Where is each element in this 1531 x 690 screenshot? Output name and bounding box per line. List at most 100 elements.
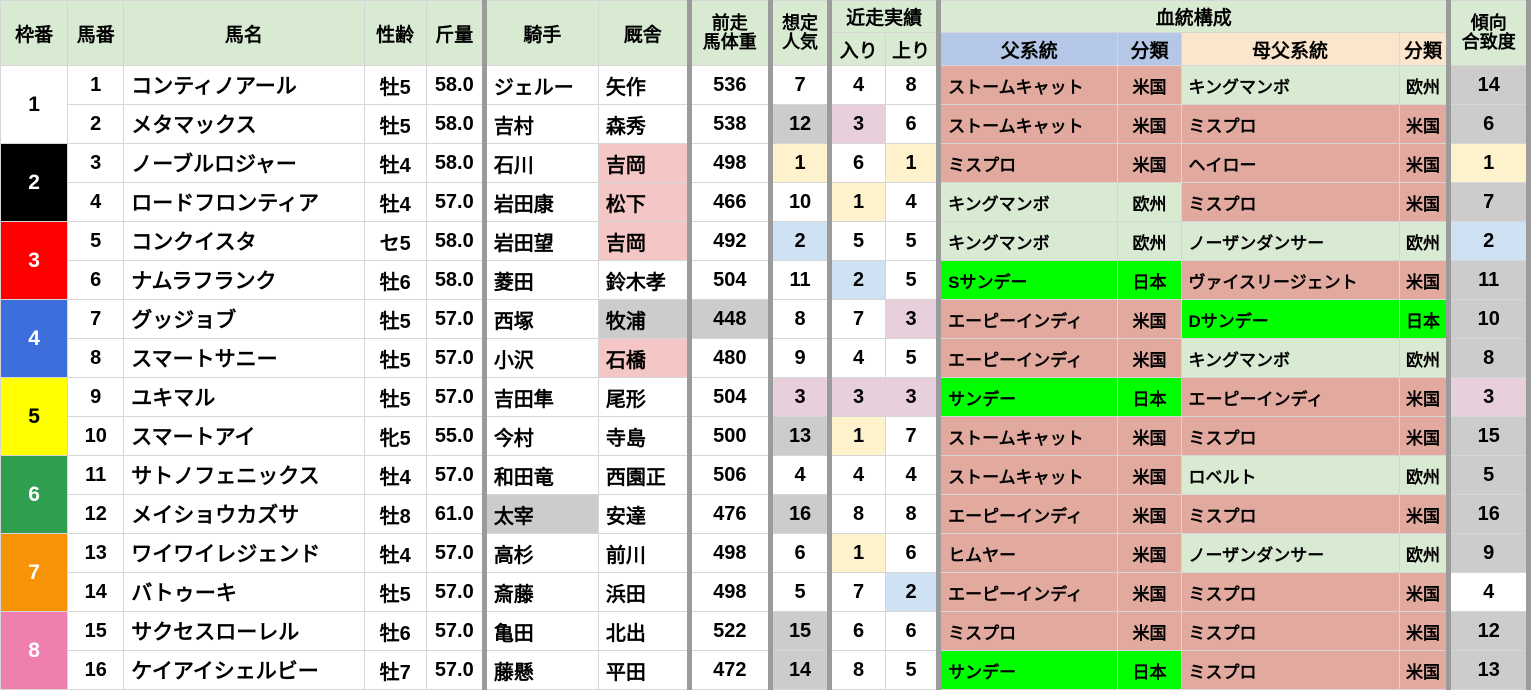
sex-age-cell[interactable]: 牡5 (363, 338, 427, 378)
header-weight[interactable]: 斤量 (425, 0, 485, 66)
weight-cell[interactable]: 57.0 (425, 611, 485, 651)
damsire-line-cell[interactable]: ロベルト (1180, 455, 1400, 495)
horse-name-cell[interactable]: ナムラフランク (123, 260, 365, 300)
sire-line-cell[interactable]: キングマンボ (936, 182, 1119, 222)
weight-cell[interactable]: 57.0 (425, 572, 485, 612)
sire-line-cell[interactable]: ストームキャット (936, 455, 1119, 495)
header-horse-number[interactable]: 馬番 (67, 0, 125, 66)
popularity-cell[interactable]: 10 (768, 182, 831, 222)
sire-line-cell[interactable]: ストームキャット (936, 104, 1119, 144)
frame-number-cell[interactable]: 5 (0, 377, 69, 456)
jockey-cell[interactable]: 斎藤 (481, 572, 599, 612)
sire-line-cell[interactable]: エーピーインディ (936, 299, 1119, 339)
sex-age-cell[interactable]: 牡7 (363, 650, 427, 690)
closing-cell[interactable]: 6 (885, 533, 940, 573)
horse-name-cell[interactable]: メタマックス (123, 104, 365, 144)
entry-cell[interactable]: 1 (827, 416, 887, 456)
prev-weight-cell[interactable]: 536 (686, 65, 772, 105)
sire-class-cell[interactable]: 米国 (1117, 143, 1182, 183)
closing-cell[interactable]: 3 (885, 299, 940, 339)
entry-cell[interactable]: 3 (827, 104, 887, 144)
stable-cell[interactable]: 矢作 (597, 65, 690, 105)
header-damsire-line[interactable]: 母父系統 (1180, 32, 1400, 66)
damsire-class-cell[interactable]: 米国 (1398, 611, 1450, 651)
sire-class-cell[interactable]: 米国 (1117, 611, 1182, 651)
popularity-cell[interactable]: 11 (768, 260, 831, 300)
horse-name-cell[interactable]: ワイワイレジェンド (123, 533, 365, 573)
horse-name-cell[interactable]: コンティノアール (123, 65, 365, 105)
sex-age-cell[interactable]: 牡5 (363, 377, 427, 417)
popularity-cell[interactable]: 5 (768, 572, 831, 612)
stable-cell[interactable]: 北出 (597, 611, 690, 651)
header-sire-class[interactable]: 分類 (1117, 32, 1182, 66)
damsire-class-cell[interactable]: 米国 (1398, 416, 1450, 456)
weight-cell[interactable]: 57.0 (425, 338, 485, 378)
sire-class-cell[interactable]: 米国 (1117, 455, 1182, 495)
tendency-match-cell[interactable]: 14 (1446, 65, 1531, 105)
entry-cell[interactable]: 8 (827, 650, 887, 690)
damsire-class-cell[interactable]: 欧州 (1398, 221, 1450, 261)
damsire-line-cell[interactable]: ミスプロ (1180, 611, 1400, 651)
prev-weight-cell[interactable]: 476 (686, 494, 772, 534)
tendency-match-cell[interactable]: 16 (1446, 494, 1531, 534)
popularity-cell[interactable]: 15 (768, 611, 831, 651)
jockey-cell[interactable]: ジェルー (481, 65, 599, 105)
sire-line-cell[interactable]: ミスプロ (936, 611, 1119, 651)
prev-weight-cell[interactable]: 498 (686, 143, 772, 183)
closing-cell[interactable]: 8 (885, 494, 940, 534)
sire-class-cell[interactable]: 日本 (1117, 377, 1182, 417)
entry-cell[interactable]: 6 (827, 143, 887, 183)
horse-number-cell[interactable]: 2 (67, 104, 125, 144)
frame-number-cell[interactable]: 4 (0, 299, 69, 378)
horse-number-cell[interactable]: 14 (67, 572, 125, 612)
header-horse-name[interactable]: 馬名 (123, 0, 365, 66)
horse-number-cell[interactable]: 10 (67, 416, 125, 456)
sire-line-cell[interactable]: サンデー (936, 650, 1119, 690)
jockey-cell[interactable]: 今村 (481, 416, 599, 456)
entry-cell[interactable]: 3 (827, 377, 887, 417)
horse-name-cell[interactable]: ユキマル (123, 377, 365, 417)
frame-number-cell[interactable]: 3 (0, 221, 69, 300)
sex-age-cell[interactable]: 牡6 (363, 611, 427, 651)
weight-cell[interactable]: 57.0 (425, 455, 485, 495)
header-entry[interactable]: 入り (827, 32, 887, 66)
jockey-cell[interactable]: 亀田 (481, 611, 599, 651)
sire-class-cell[interactable]: 米国 (1117, 299, 1182, 339)
sire-line-cell[interactable]: キングマンボ (936, 221, 1119, 261)
frame-number-cell[interactable]: 6 (0, 455, 69, 534)
tendency-match-cell[interactable]: 6 (1446, 104, 1531, 144)
prev-weight-cell[interactable]: 522 (686, 611, 772, 651)
prev-weight-cell[interactable]: 538 (686, 104, 772, 144)
sex-age-cell[interactable]: 牡4 (363, 143, 427, 183)
tendency-match-cell[interactable]: 11 (1446, 260, 1531, 300)
tendency-match-cell[interactable]: 2 (1446, 221, 1531, 261)
sire-class-cell[interactable]: 米国 (1117, 104, 1182, 144)
damsire-class-cell[interactable]: 米国 (1398, 260, 1450, 300)
frame-number-cell[interactable]: 1 (0, 65, 69, 144)
tendency-match-cell[interactable]: 10 (1446, 299, 1531, 339)
jockey-cell[interactable]: 吉村 (481, 104, 599, 144)
jockey-cell[interactable]: 藤懸 (481, 650, 599, 690)
sire-class-cell[interactable]: 欧州 (1117, 221, 1182, 261)
sire-class-cell[interactable]: 欧州 (1117, 182, 1182, 222)
closing-cell[interactable]: 4 (885, 455, 940, 495)
damsire-line-cell[interactable]: ヘイロー (1180, 143, 1400, 183)
weight-cell[interactable]: 57.0 (425, 533, 485, 573)
stable-cell[interactable]: 尾形 (597, 377, 690, 417)
horse-number-cell[interactable]: 13 (67, 533, 125, 573)
damsire-line-cell[interactable]: ノーザンダンサー (1180, 533, 1400, 573)
weight-cell[interactable]: 61.0 (425, 494, 485, 534)
closing-cell[interactable]: 8 (885, 65, 940, 105)
jockey-cell[interactable]: 岩田望 (481, 221, 599, 261)
closing-cell[interactable]: 6 (885, 611, 940, 651)
stable-cell[interactable]: 吉岡 (597, 221, 690, 261)
damsire-line-cell[interactable]: ミスプロ (1180, 416, 1400, 456)
tendency-match-cell[interactable]: 12 (1446, 611, 1531, 651)
damsire-class-cell[interactable]: 欧州 (1398, 65, 1450, 105)
tendency-match-cell[interactable]: 3 (1446, 377, 1531, 417)
damsire-class-cell[interactable]: 欧州 (1398, 338, 1450, 378)
weight-cell[interactable]: 57.0 (425, 182, 485, 222)
tendency-match-cell[interactable]: 7 (1446, 182, 1531, 222)
stable-cell[interactable]: 寺島 (597, 416, 690, 456)
popularity-cell[interactable]: 3 (768, 377, 831, 417)
